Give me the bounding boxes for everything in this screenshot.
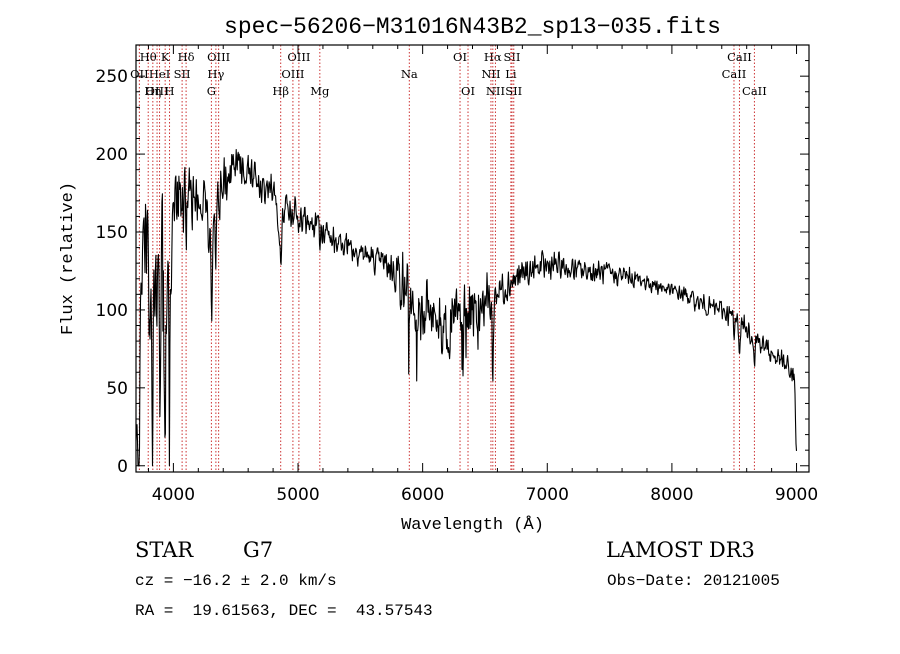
line-marker-label: Hδ: [178, 50, 195, 64]
object-class: STAR: [135, 538, 194, 562]
line-marker-label: OIII: [207, 50, 230, 64]
y-tick-label: 0: [117, 457, 128, 477]
line-marker-label: OI: [453, 50, 467, 64]
line-marker-label: Li: [505, 67, 517, 81]
line-marker-label: OIII: [281, 67, 304, 81]
line-marker-label: SII: [174, 67, 191, 81]
y-tick-label: 250: [96, 67, 128, 87]
object-subclass: G7: [243, 538, 274, 562]
velocity-readout: cz = −16.2 ± 2.0 km/s: [135, 572, 337, 590]
x-axis-label: Wavelength (Å): [401, 516, 544, 535]
y-axis-label: Flux (relative): [59, 182, 78, 335]
line-marker-label: NII: [481, 67, 500, 81]
x-tick-label: 6000: [401, 485, 444, 505]
line-marker-label: Hη: [144, 84, 161, 98]
observation-date: Obs−Date: 20121005: [607, 572, 780, 590]
line-marker-label: SII: [505, 84, 522, 98]
line-marker-label: HeI: [149, 67, 170, 81]
line-marker-label: OII: [130, 67, 149, 81]
y-tick-label: 50: [106, 379, 128, 399]
sky-coordinates: RA = 19.61563, DEC = 43.57543: [135, 602, 433, 620]
line-marker-label: OI: [461, 84, 475, 98]
line-marker-label: G: [207, 84, 216, 98]
y-tick-label: 200: [96, 145, 128, 165]
line-marker-label: Hθ: [140, 50, 157, 64]
x-tick-label: 8000: [650, 485, 693, 505]
line-marker-label: CaII: [727, 50, 752, 64]
line-marker-label: Hα: [484, 50, 502, 64]
line-marker-label: Hβ: [272, 84, 289, 98]
line-marker-label: K: [161, 50, 170, 64]
plot-frame: [135, 44, 810, 473]
x-tick-label: 9000: [775, 485, 818, 505]
line-marker-label: H: [165, 84, 175, 98]
x-tick-label: 4000: [152, 485, 195, 505]
line-marker-label: Mg: [310, 84, 330, 98]
line-marker-label: Na: [401, 67, 418, 81]
chart-title: spec−56206−M31016N43B2_sp13−035.fits: [224, 14, 721, 40]
line-marker-label: SII: [504, 50, 521, 64]
x-tick-label: 7000: [526, 485, 569, 505]
line-marker-label: NII: [486, 84, 505, 98]
x-tick-label: 5000: [276, 485, 319, 505]
line-marker-label: CaII: [722, 67, 747, 81]
line-marker-label: OIII: [287, 50, 310, 64]
line-marker-label: OIII: [146, 84, 169, 98]
spectrum-line: [135, 148, 798, 467]
line-marker-label: Hγ: [207, 67, 224, 81]
line-marker-label: CaII: [742, 84, 767, 98]
y-tick-label: 100: [96, 301, 128, 321]
y-tick-label: 150: [96, 223, 128, 243]
survey-name: LAMOST DR3: [606, 538, 755, 562]
